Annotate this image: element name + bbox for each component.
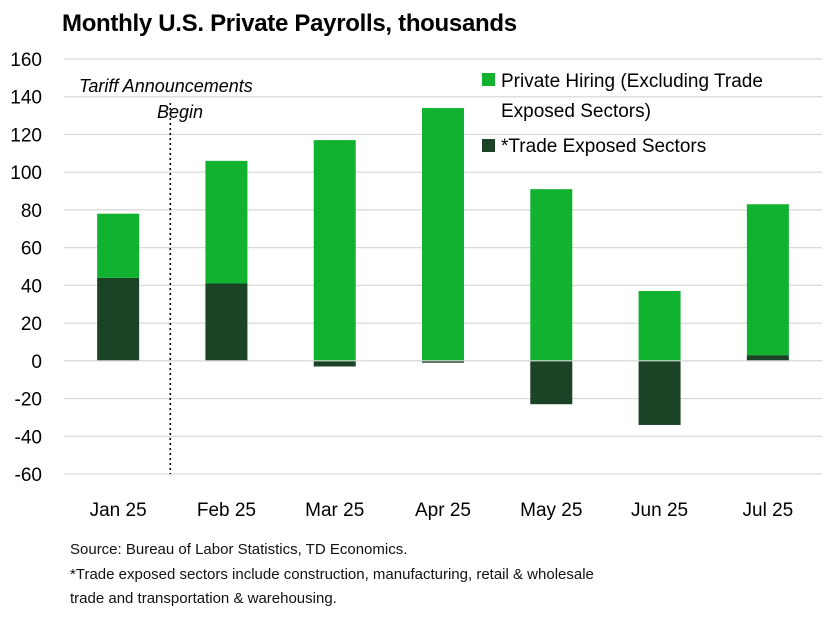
y-tick-label: 60: [21, 239, 42, 260]
x-tick-label: Jun 25: [631, 500, 688, 521]
bar-trade-exposed: [746, 355, 789, 361]
legend-swatch-private-hiring: [482, 73, 495, 86]
bar-trade-exposed: [422, 360, 464, 363]
bar-trade-exposed: [97, 277, 140, 361]
y-tick-label: 160: [10, 50, 42, 71]
y-tick-label: 80: [21, 201, 42, 222]
footnote-line-2: trade and transportation & warehousing.: [70, 590, 337, 607]
x-tick-label: Apr 25: [415, 500, 471, 521]
annotation-text: Begin: [157, 102, 203, 122]
y-tick-label: 0: [31, 352, 42, 373]
bar-trade-exposed: [313, 360, 356, 367]
bar-private-hiring: [422, 108, 464, 361]
chart-title: Monthly U.S. Private Payrolls, thousands: [62, 10, 517, 37]
y-tick-label: -20: [15, 390, 42, 411]
bar-private-hiring: [313, 140, 356, 361]
legend-swatch-trade-exposed: [482, 139, 495, 152]
x-tick-label: Mar 25: [305, 500, 364, 521]
bar-trade-exposed: [530, 360, 573, 405]
bar-private-hiring: [97, 213, 140, 278]
bar-trade-exposed: [205, 283, 248, 361]
source-note: Source: Bureau of Labor Statistics, TD E…: [70, 541, 408, 558]
annotation-text: Tariff Announcements: [79, 76, 253, 96]
y-tick-label: 20: [21, 314, 42, 335]
x-tick-label: May 25: [520, 500, 582, 521]
x-tick-label: Jan 25: [90, 500, 147, 521]
x-tick-label: Jul 25: [743, 500, 794, 521]
legend-label-trade-exposed: *Trade Exposed Sectors: [501, 136, 706, 157]
x-tick-label: Feb 25: [197, 500, 256, 521]
bar-private-hiring: [638, 291, 681, 361]
y-tick-label: -40: [15, 427, 42, 448]
bar-private-hiring: [205, 160, 248, 284]
legend-label-private-hiring: Exposed Sectors): [501, 101, 651, 122]
footnote-line-1: *Trade exposed sectors include construct…: [70, 566, 594, 583]
y-tick-label: 100: [10, 163, 42, 184]
y-tick-label: 120: [10, 125, 42, 146]
bar-private-hiring: [746, 204, 789, 356]
y-tick-label: 140: [10, 88, 42, 109]
y-tick-label: 40: [21, 276, 42, 297]
bar-trade-exposed: [638, 360, 681, 425]
legend-label-private-hiring: Private Hiring (Excluding Trade: [501, 71, 763, 92]
bar-private-hiring: [530, 189, 573, 361]
chart-area: -60 -40 -20 0 20 40 60 80 100 120 140 160 Jan 25 Feb …: [10, 50, 822, 521]
y-tick-label: -60: [15, 465, 42, 486]
